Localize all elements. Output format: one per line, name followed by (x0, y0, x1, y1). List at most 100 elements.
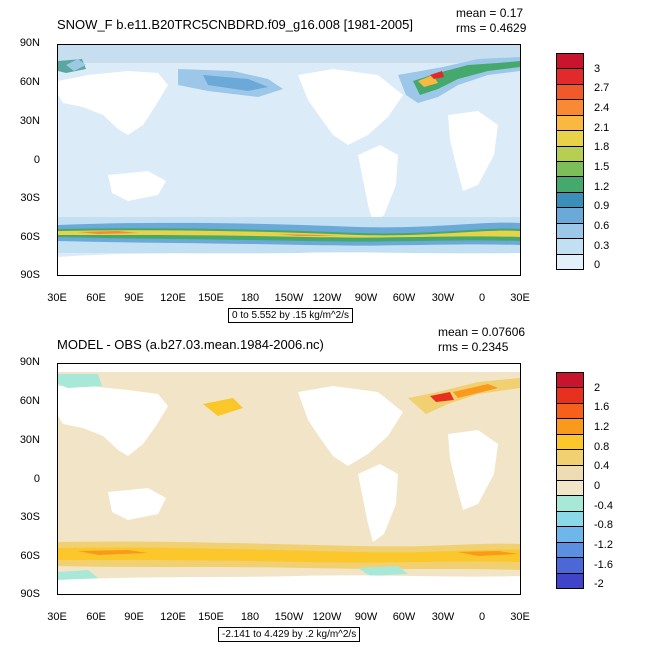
panel2-colorbar-cell (556, 372, 584, 389)
panel2-rms: rms = 0.2345 (438, 340, 509, 354)
panel1-colorbar-cell (556, 130, 584, 147)
panel1-colorbar-label: 2.1 (594, 121, 610, 134)
panel2-colorbar-cell (556, 510, 584, 528)
panel1-colorbar-label: 3 (594, 62, 601, 75)
panel2-lon-label-120W: 120W (312, 611, 342, 623)
panel2-range-info: -2.141 to 4.429 by .2 kg/m^2/s (218, 627, 361, 642)
panel1-colorbar-cell (556, 114, 584, 132)
panel1-range-info: 0 to 5.552 by .15 kg/m^2/s (228, 308, 353, 323)
panel1-lat-label-30S: 30S (20, 192, 40, 204)
panel2-colorbar: 2 1.6 1.2 0.8 0.4 0 -0.4 -0.8 -1.2 -1.6 -2 (556, 372, 636, 591)
panel2-lat-label-0: 0 (33, 473, 40, 485)
panel2-colorbar-cell (556, 480, 584, 497)
panel2-colorbar-label: -1.2 (594, 538, 613, 551)
panel1-map (57, 44, 521, 276)
panel2-colorbar-label: 1.2 (594, 421, 610, 434)
panel2-colorbar-cell (556, 433, 584, 451)
panel2-colorbar-cell (556, 572, 584, 589)
panel1-colorbar-cell (556, 68, 584, 85)
panel1-lon-label-0: 0 (478, 292, 486, 304)
panel1-lat-label-0: 0 (33, 154, 40, 166)
panel1-colorbar-label: 0.6 (594, 219, 610, 232)
panel1-colorbar-cell (556, 161, 584, 178)
panel1-colorbar-label: 0.3 (594, 239, 610, 252)
panel1-colorbar-cell (556, 99, 584, 116)
panel2-colorbar-label: 1.6 (594, 401, 610, 414)
panel1-colorbar-cell (556, 145, 584, 162)
panel1-title: SNOW_F b.e11.B20TRC5CNBDRD.f09_g16.008 [… (57, 17, 414, 32)
panel2-map-svg (58, 364, 520, 594)
panel2-colorbar-cell (556, 526, 584, 543)
panel2-colorbar-label: -0.8 (594, 519, 613, 532)
panel1-colorbar-cell (556, 176, 584, 193)
panel2-colorbar-label: -1.6 (594, 558, 613, 571)
panel1-colorbar-label: 2.4 (594, 102, 610, 115)
panel2-lat-label-90N: 90N (19, 356, 40, 368)
panel2-colorbar-label: 0.4 (594, 460, 610, 473)
panel2-lon-label-30E-end: 30E (510, 611, 530, 623)
panel2-colorbar-cell (556, 418, 584, 435)
panel1-lon-label-30W: 30W (431, 292, 455, 304)
panel2-colorbar-cell (556, 557, 584, 574)
panel2-colorbar-cell (556, 464, 584, 481)
panel1-lat-label-60N: 60N (19, 76, 40, 88)
panel1-lat-label-30N: 30N (19, 115, 40, 127)
panel1-lon-label-90E: 90E (124, 292, 144, 304)
panel2-lat-label-30N: 30N (19, 434, 40, 446)
panel1-lat-label-60S: 60S (20, 231, 40, 243)
panel2-map (57, 363, 521, 595)
panel2-lon-label-180: 180 (240, 611, 260, 623)
panel1-lon-label-180: 180 (240, 292, 260, 304)
panel2-colorbar-label: -0.4 (594, 499, 613, 512)
panel1-colorbar: 3 2.7 2.4 2.1 1.8 1.5 1.2 0.9 0.6 0.3 0 (556, 53, 636, 272)
panel2-colorbar-cell (556, 402, 584, 420)
panel1-colorbar-cell (556, 191, 584, 209)
panel2-lat-label-60S: 60S (20, 550, 40, 562)
panel2-lon-label-0: 0 (478, 611, 486, 623)
panel2-lon-label-120E: 120E (160, 611, 186, 623)
panel1-lon-label-120E: 120E (160, 292, 186, 304)
panel2-lon-label-150E: 150E (198, 611, 224, 623)
panel1-lon-label-90W: 90W (354, 292, 378, 304)
panel1-mean: mean = 0.17 (456, 6, 524, 20)
panel1-colorbar-cell (556, 83, 584, 101)
panel2-colorbar-label: 0.8 (594, 440, 610, 453)
panel1-lon-label-120W: 120W (312, 292, 342, 304)
panel1-colorbar-cell (556, 207, 584, 224)
panel1-colorbar-cell (556, 222, 584, 240)
panel1-colorbar-label: 0.9 (594, 200, 610, 213)
panel2-lon-label-150W: 150W (274, 611, 304, 623)
panel1-lon-label-150W: 150W (274, 292, 304, 304)
panel1-lat-label-90S: 90S (20, 269, 40, 281)
panel2-lat-label-60N: 60N (19, 395, 40, 407)
panel2-colorbar-cell (556, 449, 584, 466)
panel1-map-svg (58, 45, 520, 275)
panel1-colorbar-cell (556, 253, 584, 270)
panel1-rms: rms = 0.4629 (456, 21, 527, 35)
panel1-lat-label-90N: 90N (19, 37, 40, 49)
panel2-colorbar-cell (556, 495, 584, 512)
panel1-colorbar-label: 0 (594, 259, 601, 272)
panel2-colorbar-label: 2 (594, 381, 601, 394)
panel2-colorbar-label: -2 (594, 578, 604, 591)
panel1-colorbar-label: 1.2 (594, 180, 610, 193)
panel1-lon-label-150E: 150E (198, 292, 224, 304)
panel1-lon-label-30E: 30E (47, 292, 67, 304)
panel2-lon-label-30W: 30W (431, 611, 455, 623)
panel1-colorbar-label: 1.8 (594, 141, 610, 154)
panel1-colorbar-cell (556, 53, 584, 70)
panel2-lon-label-60E: 60E (86, 611, 106, 623)
panel2-lat-label-90S: 90S (20, 588, 40, 600)
panel1-lon-label-60E: 60E (86, 292, 106, 304)
panel2-lat-label-30S: 30S (20, 511, 40, 523)
panel2-mean: mean = 0.07606 (438, 325, 526, 339)
panel2-lon-label-30E: 30E (47, 611, 67, 623)
panel1-colorbar-label: 2.7 (594, 82, 610, 95)
panel2-colorbar-cell (556, 387, 584, 404)
panel1-lon-label-60W: 60W (392, 292, 416, 304)
panel1-colorbar-cell (556, 238, 584, 255)
panel2-lon-label-60W: 60W (392, 611, 416, 623)
panel2-lon-label-90W: 90W (354, 611, 378, 623)
panel1-lon-label-30E-end: 30E (510, 292, 530, 304)
panel2-colorbar-cell (556, 541, 584, 559)
